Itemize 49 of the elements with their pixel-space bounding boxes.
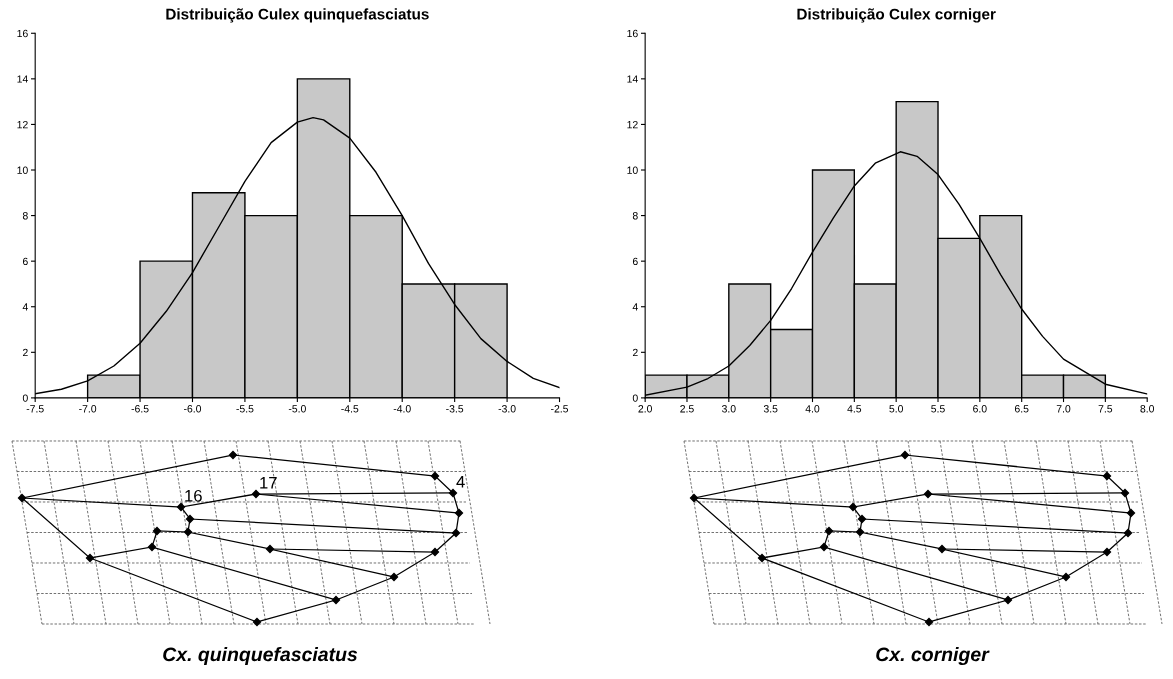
x-tick-label: -3.5 <box>446 405 464 413</box>
x-tick-label: 2.0 <box>638 405 652 413</box>
y-tick-label: 16 <box>17 29 28 38</box>
x-tick-label: -6.5 <box>131 405 149 413</box>
y-tick-label: 6 <box>632 257 638 266</box>
x-tick-label: 5.5 <box>931 405 945 413</box>
x-tick-label: -4.5 <box>341 405 359 413</box>
x-tick-label: 7.0 <box>1056 405 1071 413</box>
text: Cx. quinquefasciatus <box>163 646 358 666</box>
x-tick-label: -7.0 <box>79 405 97 413</box>
chart-title: Distribuição Culex quinquefasciatus <box>166 8 429 23</box>
chart-title: Distribuição Culex corniger <box>797 8 996 23</box>
x-tick-label: 4.0 <box>805 405 820 413</box>
x-tick-label: -5.5 <box>236 405 254 413</box>
x-tick-label: -3.0 <box>498 405 516 413</box>
text: 16 <box>185 489 202 502</box>
text: Cx. corniger <box>876 646 990 666</box>
x-tick-label: -5.0 <box>288 405 306 413</box>
y-tick-label: 10 <box>627 166 638 174</box>
x-tick-label: 3.0 <box>721 405 736 413</box>
x-tick-label: -4.0 <box>393 405 411 413</box>
y-tick-label: 6 <box>22 257 28 266</box>
y-tick-label: 12 <box>627 120 638 129</box>
text: 4 <box>456 476 465 488</box>
y-tick-label: 0 <box>22 394 28 402</box>
y-tick-label: 12 <box>17 120 28 129</box>
y-tick-label: 2 <box>22 348 28 357</box>
y-tick-label: 0 <box>632 394 638 402</box>
y-tick-label: 14 <box>17 75 28 83</box>
x-tick-label: -7.5 <box>26 405 44 413</box>
x-tick-label: 4.5 <box>847 405 862 413</box>
y-tick-label: 10 <box>17 166 28 174</box>
x-tick-label: 8.0 <box>1140 405 1155 413</box>
y-tick-label: 8 <box>22 212 28 220</box>
x-tick-label: 7.5 <box>1098 405 1113 413</box>
x-tick-label: 6.0 <box>973 405 987 413</box>
text: 17 <box>260 477 277 489</box>
x-tick-label: 2.5 <box>680 405 694 413</box>
y-tick-label: 14 <box>627 75 638 83</box>
y-tick-label: 4 <box>22 303 28 311</box>
x-tick-label: 6.5 <box>1014 405 1029 413</box>
x-tick-label: 3.5 <box>763 405 778 413</box>
y-tick-label: 4 <box>632 303 638 311</box>
x-tick-label: 5.0 <box>889 405 904 413</box>
x-tick-label: -6.0 <box>183 405 202 413</box>
x-tick-label: -2.5 <box>551 405 569 413</box>
y-tick-label: 2 <box>632 348 638 357</box>
y-tick-label: 8 <box>632 212 638 220</box>
y-tick-label: 16 <box>627 29 638 38</box>
